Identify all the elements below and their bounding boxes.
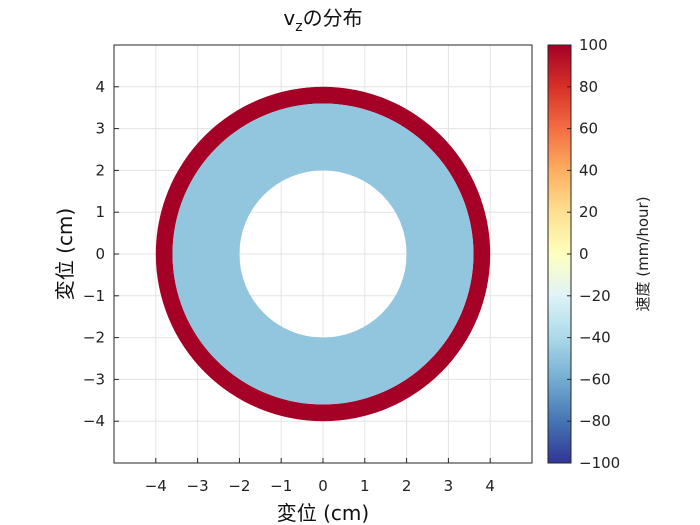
y-tick-label: −4: [83, 412, 105, 430]
y-tick-label: 1: [95, 203, 105, 221]
colorbar-tick-label: 40: [579, 161, 598, 179]
title-main: v: [283, 6, 295, 30]
y-tick-label: −2: [83, 329, 105, 347]
title-rest: の分布: [303, 6, 363, 30]
x-tick-label: 4: [485, 477, 495, 495]
title-subscript: z: [295, 19, 302, 35]
colorbar-tick-label: 100: [579, 36, 608, 54]
chart-title: vzの分布: [283, 6, 362, 35]
rings: [155, 86, 491, 422]
colorbar-tick-label: −40: [579, 329, 611, 347]
y-tick-label: 0: [95, 245, 105, 263]
x-tick-label: −1: [270, 477, 292, 495]
colorbar-label: 速度 (mm/hour): [634, 196, 652, 311]
ring: [172, 103, 474, 405]
colorbar-tick-label: 20: [579, 203, 598, 221]
y-tick-label: 2: [95, 161, 105, 179]
x-tick-label: −2: [228, 477, 250, 495]
y-axis-label: 変位 (cm): [53, 208, 77, 300]
y-tick-label: −3: [83, 370, 105, 388]
colorbar-tick-label: 0: [579, 245, 589, 263]
colorbar-tick-label: −100: [579, 454, 620, 472]
y-tick-label: −1: [83, 287, 105, 305]
x-tick-label: 2: [402, 477, 412, 495]
y-ticks: −4 −3 −2 −1 0 1 2 3 4: [83, 78, 119, 430]
x-ticks: −4 −3 −2 −1 0 1 2 3 4: [145, 458, 495, 495]
x-tick-label: −3: [187, 477, 209, 495]
x-tick-label: −4: [145, 477, 167, 495]
x-tick-label: 3: [444, 477, 454, 495]
x-tick-label: 0: [318, 477, 328, 495]
x-axis-label: 変位 (cm): [277, 501, 369, 525]
colorbar-tick-label: −80: [579, 412, 611, 430]
y-tick-label: 3: [95, 120, 105, 138]
colorbar-tick-label: 80: [579, 78, 598, 96]
colorbar-tick-label: −60: [579, 370, 611, 388]
colorbar-tick-label: −20: [579, 287, 611, 305]
colorbar-ticks: 100 80 60 40 20 0 −20 −40 −60 −80 −100: [567, 36, 620, 472]
x-tick-label: 1: [360, 477, 370, 495]
y-tick-label: 4: [95, 78, 105, 96]
colorbar-tick-label: 60: [579, 120, 598, 138]
